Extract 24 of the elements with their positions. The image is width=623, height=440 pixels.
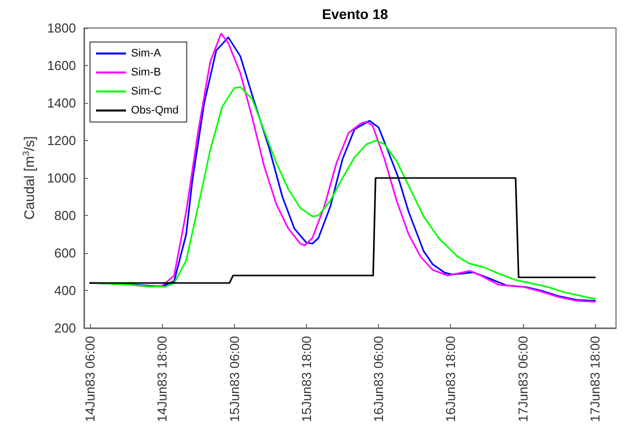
y-tick-label: 1800 <box>47 20 76 36</box>
y-tick-label: 400 <box>54 283 76 298</box>
legend-label: Sim-C <box>131 86 162 98</box>
x-tick-label: 14Jun83 18:00 <box>154 336 170 422</box>
chart-title: Evento 18 <box>322 6 388 22</box>
y-axis-title: Caudal [m3/s] <box>21 136 38 220</box>
x-tick-label: 15Jun83 06:00 <box>226 336 242 422</box>
y-tick-label: 1200 <box>47 133 76 148</box>
y-tick-label: 1400 <box>47 96 76 110</box>
x-tick-label: 16Jun83 18:00 <box>443 336 458 422</box>
line-series <box>89 177 596 284</box>
y-tick-label: 800 <box>54 208 76 223</box>
y-tick-label: 1000 <box>47 170 76 186</box>
x-tick-label: 17Jun83 18:00 <box>587 336 602 422</box>
x-tick-label: 14Jun83 06:00 <box>82 336 98 422</box>
y-tick-label: 200 <box>54 320 76 336</box>
x-tick-label: 15Jun83 18:00 <box>298 336 314 422</box>
y-tick-label: 1600 <box>47 58 76 73</box>
x-tick-label: 16Jun83 06:00 <box>371 336 386 422</box>
y-tick-label: 600 <box>54 246 76 260</box>
x-tick-label: 17Jun83 06:00 <box>515 336 530 422</box>
legend-label: Sim-B <box>131 66 161 78</box>
legend-label: Obs-Qmd <box>131 104 179 116</box>
legend-label: Sim-A <box>131 48 162 60</box>
